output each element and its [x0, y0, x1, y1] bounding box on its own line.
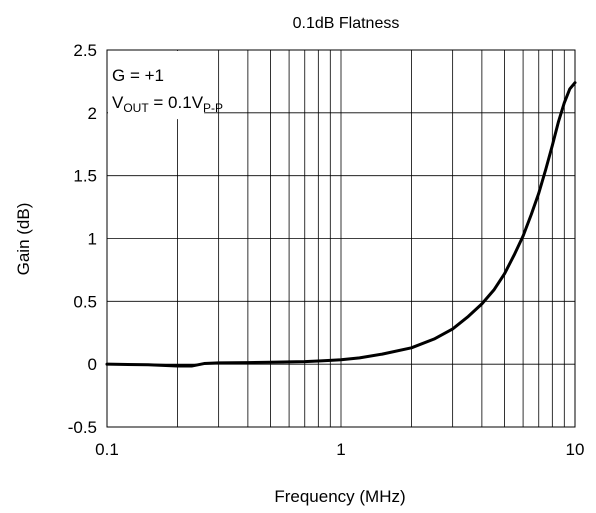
annotation-vout-sub: OUT [123, 101, 149, 115]
annotation-vout: VOUT = 0.1VP-P [112, 93, 223, 115]
plot-frame [106, 49, 576, 428]
x-tick-label: 10 [566, 440, 585, 459]
chart-title: 0.1dB Flatness [293, 15, 400, 32]
x-tick-labels: 0.1 1 10 [95, 440, 584, 459]
x-axis-label: Frequency (MHz) [274, 487, 405, 506]
y-tick-label: 1 [88, 230, 97, 249]
y-tick-label: -0.5 [68, 418, 97, 437]
y-tick-labels: -0.5 0 0.5 1 1.5 2 2.5 [68, 41, 97, 437]
annotation-background [108, 51, 205, 120]
annotation-vout-eq: = 0.1V [149, 93, 204, 112]
y-tick-label: 1.5 [73, 167, 97, 186]
annotation-vout-v: V [112, 93, 124, 112]
series-line-gain [105, 81, 577, 368]
series-layer [105, 81, 577, 368]
x-tick-label: 1 [336, 440, 345, 459]
annotation-vout-pp: P-P [203, 101, 223, 115]
y-tick-label: 0.5 [73, 292, 97, 311]
y-axis-label: Gain (dB) [14, 203, 33, 276]
y-tick-label: 2 [88, 104, 97, 123]
annotation-gain: G = +1 [112, 66, 164, 85]
y-tick-label: 2.5 [73, 41, 97, 60]
y-tick-label: 0 [88, 355, 97, 374]
x-tick-label: 0.1 [95, 440, 119, 459]
